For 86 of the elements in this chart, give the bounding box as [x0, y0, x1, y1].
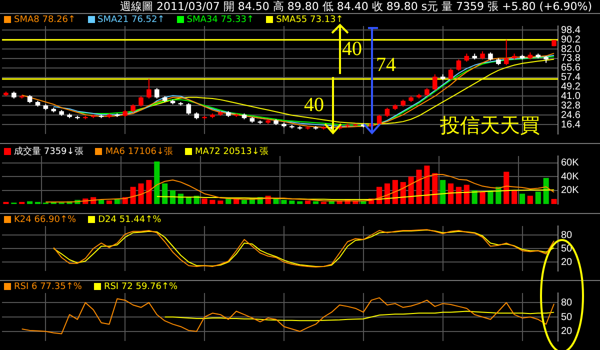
- bar: [504, 172, 510, 204]
- bar: [535, 192, 541, 204]
- candlestick: [186, 102, 192, 116]
- bar: [440, 180, 446, 204]
- legend-label: MA6 17106↓張: [105, 147, 173, 157]
- bar: [178, 194, 184, 204]
- bar: [98, 200, 104, 204]
- y-tick-label: 32.8: [561, 100, 581, 112]
- candlestick: [432, 74, 438, 91]
- bar: [297, 201, 303, 204]
- y-tick-label: 57.4: [561, 72, 581, 84]
- legend-label: K24 66.90↑%: [14, 215, 76, 225]
- candlestick: [146, 78, 152, 100]
- y-tick-label: 65.6: [561, 62, 581, 74]
- candlestick: [456, 58, 462, 72]
- y-tick-label: 20K: [561, 185, 580, 196]
- bar: [519, 194, 526, 204]
- legend-label: SMA55 73.13↑: [276, 15, 344, 25]
- legend-label: MA72 20513↓張: [195, 147, 268, 157]
- y-tick-label: 80: [561, 297, 573, 308]
- bar: [424, 166, 430, 204]
- bar: [289, 200, 295, 204]
- bar: [464, 184, 470, 204]
- legend-label: D24 51.44↑%: [98, 215, 162, 225]
- candlestick: [154, 88, 160, 100]
- bar: [170, 190, 176, 204]
- candlestick: [504, 39, 509, 66]
- legend-label: SMA8 78.26↑: [14, 15, 76, 25]
- bar: [512, 190, 518, 204]
- candlestick: [138, 96, 144, 108]
- bar: [273, 198, 279, 204]
- legend-label: SMA34 75.33↑: [186, 15, 254, 25]
- y-tick-label: 20: [561, 326, 573, 338]
- y-tick-label: 41.0: [561, 90, 581, 102]
- bar: [130, 186, 136, 204]
- y-tick-label: 60K: [561, 158, 580, 169]
- y-tick-label: 98.4: [561, 24, 581, 36]
- bar: [218, 200, 224, 204]
- bar: [305, 200, 311, 204]
- bar: [416, 170, 422, 204]
- y-tick-label: 20: [561, 256, 573, 268]
- bar: [226, 198, 232, 204]
- legend-label: RSI 6 77.35↑%: [14, 282, 82, 292]
- bar: [154, 161, 160, 204]
- bar: [480, 192, 486, 204]
- y-tick-label: 73.8: [561, 53, 581, 64]
- annotation: 74: [376, 54, 396, 77]
- bar: [312, 201, 319, 204]
- y-tick-label: 40K: [561, 171, 580, 182]
- bar: [408, 176, 414, 204]
- legend-label: 成交量 7359↓張: [14, 147, 84, 157]
- bar: [202, 198, 208, 204]
- bar: [146, 180, 152, 204]
- bar: [527, 196, 533, 204]
- y-tick-label: 24.6: [561, 110, 581, 121]
- bar: [551, 198, 557, 204]
- bar: [488, 190, 494, 204]
- y-tick-label: 16.4: [561, 119, 581, 130]
- bar: [448, 183, 454, 204]
- annotation: 40: [304, 94, 324, 117]
- candlestick: [384, 107, 390, 118]
- bar: [162, 183, 168, 204]
- bar: [241, 200, 248, 204]
- bar: [432, 173, 438, 204]
- bar: [392, 180, 398, 204]
- candlestick: [448, 68, 454, 81]
- y-tick-label: 82.0: [561, 44, 581, 55]
- bar: [234, 199, 240, 204]
- y-tick-label: 49.2: [561, 82, 581, 93]
- bar: [281, 200, 287, 204]
- bar: [400, 182, 406, 204]
- y-tick-label: 90.2: [561, 34, 581, 46]
- annotation: 投信天天買: [440, 114, 540, 139]
- bar: [543, 178, 549, 204]
- chart-title: 週線圖 2011/03/07 開 84.50 高 89.80 低 84.40 收 89.80 s元 量 7359 張 +5.80 (+6.90%): [120, 0, 592, 14]
- y-tick-label: 80: [561, 230, 573, 241]
- y-tick-label: 50: [561, 312, 573, 323]
- bar: [106, 200, 112, 204]
- bar: [27, 201, 33, 204]
- bar: [210, 200, 216, 204]
- legend-label: RSI 72 59.76↑%: [104, 282, 178, 292]
- annotation: 40: [342, 38, 362, 61]
- bar: [138, 183, 144, 204]
- bar: [456, 186, 462, 204]
- legend-label: SMA21 76.52↑: [98, 15, 165, 25]
- bar: [186, 197, 192, 204]
